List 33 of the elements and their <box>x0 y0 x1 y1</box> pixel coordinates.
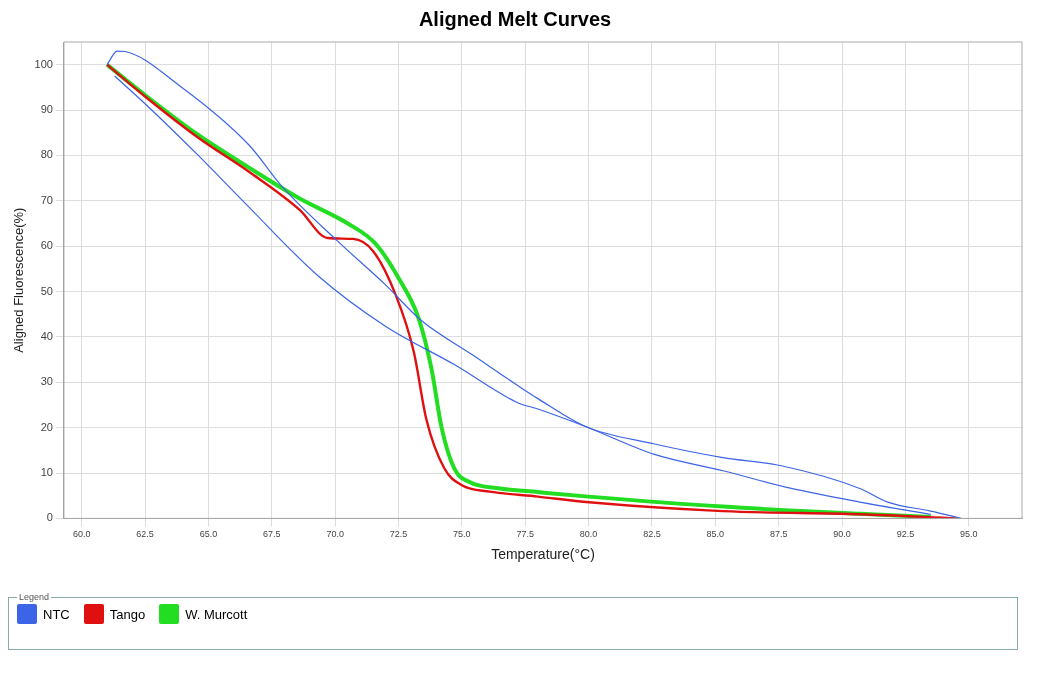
x-axis-title: Temperature(°C) <box>491 546 595 563</box>
y-tick-label: 100 <box>34 57 53 70</box>
x-tick-label: 72.5 <box>389 529 408 540</box>
y-axis-title: Aligned Fluorescence(%) <box>11 207 27 353</box>
x-tick-label: 85.0 <box>706 529 725 540</box>
y-tick-label: 30 <box>40 375 53 388</box>
y-tick-label: 90 <box>40 103 53 116</box>
x-tick-label: 90.0 <box>833 529 851 540</box>
y-tick-label: 60 <box>40 239 53 252</box>
y-tick-label: 40 <box>40 329 53 342</box>
y-tick-label: 0 <box>46 511 53 524</box>
x-tick-label: 70.0 <box>326 529 344 540</box>
x-tick-label: 67.5 <box>263 529 281 540</box>
x-tick-label: 87.5 <box>769 529 788 540</box>
y-tick-label: 10 <box>40 466 53 479</box>
y-tick-label: 20 <box>40 420 53 433</box>
y-tick-label: 50 <box>40 284 53 297</box>
legend-label: Tango <box>109 606 146 622</box>
x-tick-label: 82.5 <box>643 529 661 540</box>
x-tick-label: 92.5 <box>896 529 915 540</box>
x-tick-label: 65.0 <box>199 529 218 540</box>
y-tick-label: 80 <box>40 148 53 161</box>
legend-label: W. Murcott <box>185 606 248 622</box>
x-tick-label: 75.0 <box>453 529 471 540</box>
x-tick-label: 95.0 <box>960 529 978 540</box>
x-tick-label: 77.5 <box>516 529 534 540</box>
y-tick-label: 70 <box>40 193 53 206</box>
x-tick-label: 80.0 <box>579 529 598 540</box>
x-tick-label: 60.0 <box>72 529 91 540</box>
x-tick-label: 62.5 <box>136 529 154 540</box>
chart-title: Aligned Melt Curves <box>418 7 612 30</box>
legend-label: NTC <box>43 606 70 622</box>
legend-title: Legend <box>18 592 51 602</box>
